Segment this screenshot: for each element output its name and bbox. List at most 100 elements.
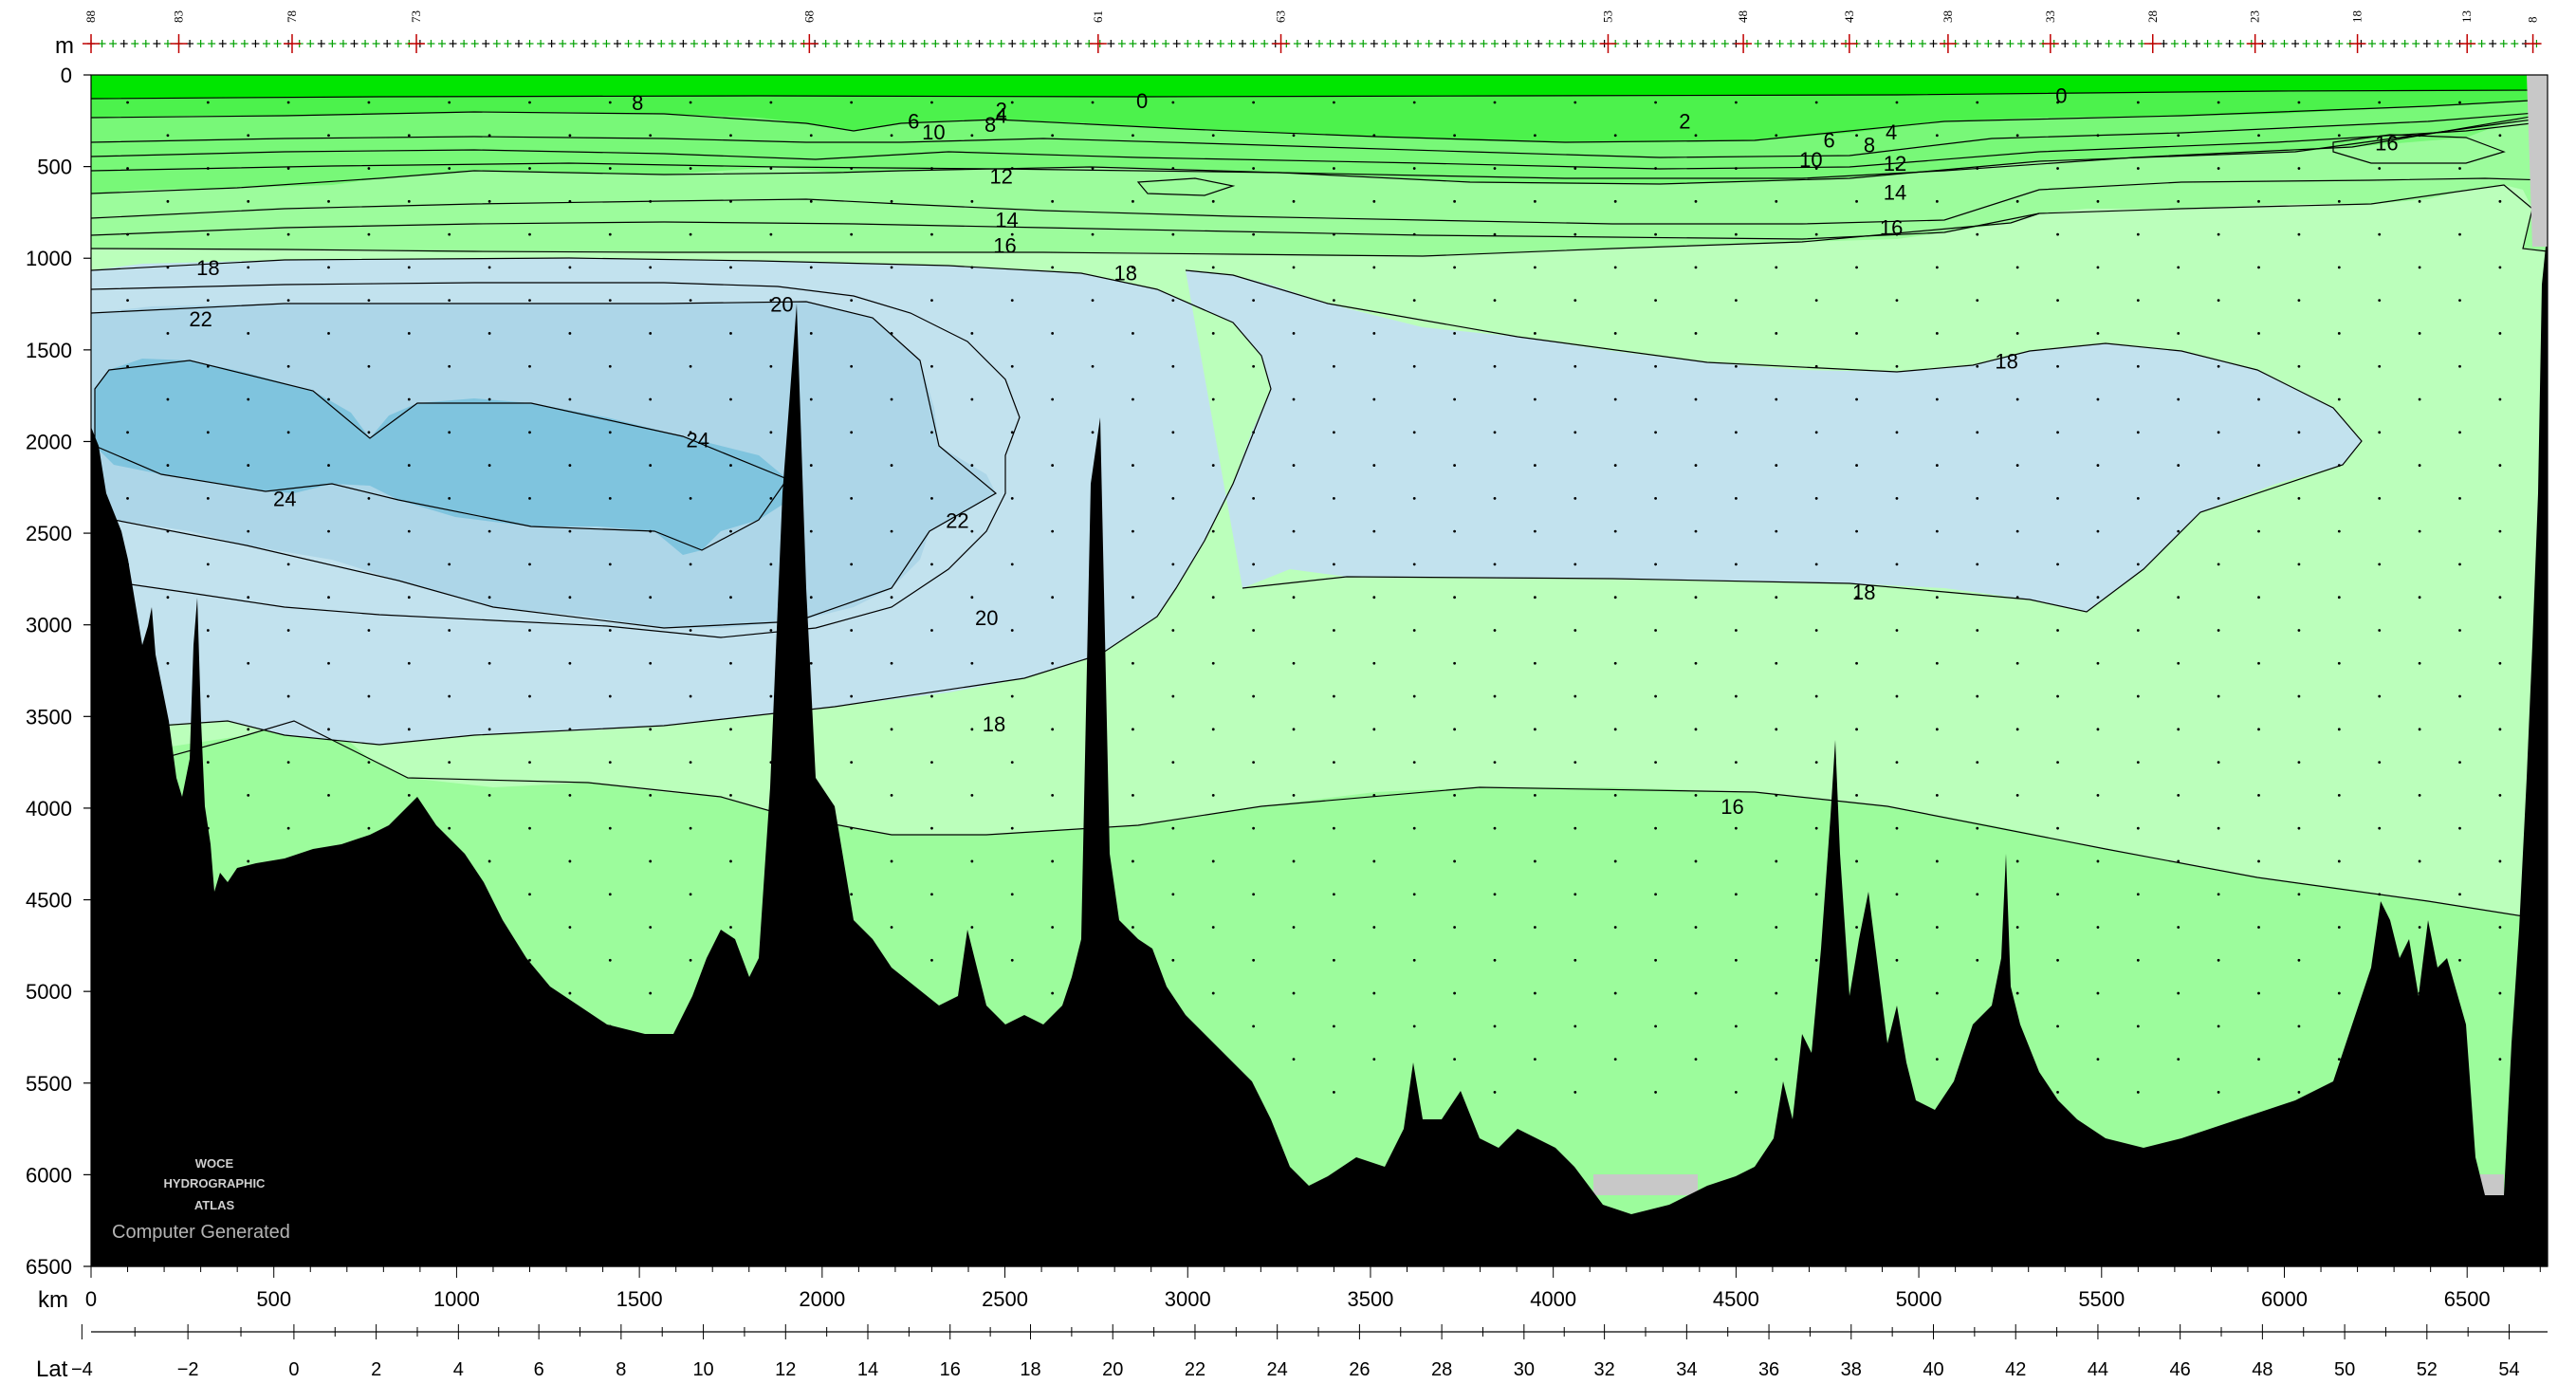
sample-dot — [488, 397, 491, 401]
sample-dot — [1734, 496, 1738, 500]
sample-dot — [166, 661, 170, 665]
sample-dot — [1010, 496, 1014, 500]
sample-dot — [1613, 728, 1617, 731]
sample-dot — [1453, 134, 1457, 138]
sample-dot — [1814, 431, 1818, 434]
sample-dot — [528, 101, 531, 104]
sample-dot — [1292, 332, 1296, 335]
sample-dot — [1694, 859, 1698, 863]
sample-dot — [2337, 793, 2341, 797]
sample-dot — [1132, 529, 1134, 533]
sample-dot — [367, 563, 371, 566]
sample-dot — [608, 364, 612, 368]
sample-dot — [1292, 397, 1296, 401]
sample-dot — [2418, 199, 2421, 203]
sample-dot — [1372, 134, 1376, 138]
sample-dot — [2217, 893, 2220, 896]
sample-dot — [2136, 629, 2140, 632]
watermark-line2: HYDROGRAPHIC — [164, 1176, 267, 1190]
sample-dot — [1372, 926, 1376, 929]
sample-dot — [2177, 661, 2180, 665]
sample-dot — [608, 232, 612, 236]
sample-dot — [286, 694, 290, 698]
sample-dot — [166, 266, 170, 269]
sample-dot — [689, 232, 692, 236]
sample-dot — [2257, 793, 2260, 797]
latitude-tick-label: 18 — [1020, 1359, 1040, 1380]
sample-dot — [1372, 596, 1376, 600]
sample-dot — [1613, 397, 1617, 401]
sample-dot — [2378, 496, 2382, 500]
station-label: 63 — [1274, 10, 1288, 23]
latitude-tick-label: 44 — [2088, 1359, 2108, 1380]
sample-dot — [850, 629, 854, 632]
distance-tick-label: 1500 — [616, 1287, 663, 1311]
sample-dot — [890, 332, 893, 335]
sample-dot — [1292, 728, 1296, 731]
sample-dot — [1372, 397, 1376, 401]
sample-dot — [1252, 431, 1256, 434]
contour-label: 16 — [1880, 215, 1903, 239]
latitude-tick-label: 32 — [1594, 1359, 1615, 1380]
sample-dot — [528, 563, 531, 566]
sample-dot — [2056, 431, 2059, 434]
sample-dot — [2498, 1058, 2502, 1061]
sample-dot — [2136, 232, 2140, 236]
sample-dot — [809, 134, 813, 138]
sample-dot — [1333, 629, 1335, 632]
latitude-tick-label: 20 — [1102, 1359, 1123, 1380]
sample-dot — [769, 101, 773, 104]
sample-dot — [407, 464, 411, 467]
sample-dot — [2136, 1024, 2140, 1028]
sample-dot — [1333, 232, 1335, 236]
sample-dot — [1493, 826, 1497, 830]
sample-dot — [2015, 199, 2019, 203]
contour-label: 8 — [984, 113, 996, 137]
sample-dot — [689, 431, 692, 434]
sample-dot — [890, 926, 893, 929]
sample-dot — [1734, 1024, 1738, 1028]
sample-dot — [649, 926, 653, 929]
sample-dot — [890, 596, 893, 600]
sample-dot — [2498, 134, 2502, 138]
sample-dot — [448, 167, 451, 170]
seafloor — [91, 247, 2548, 1266]
sample-dot — [1775, 793, 1778, 797]
sample-dot — [166, 199, 170, 203]
sample-dot — [1573, 299, 1577, 303]
sample-dot — [2498, 332, 2502, 335]
sample-dot — [2458, 893, 2461, 896]
sample-dot — [528, 826, 531, 830]
sample-dot — [2177, 134, 2180, 138]
sample-dot — [2337, 661, 2341, 665]
depth-tick-label: 1500 — [26, 339, 72, 362]
sample-dot — [1372, 661, 1376, 665]
isoline-12-lens — [1136, 177, 1236, 196]
sample-dot — [568, 596, 572, 600]
isoline-4 — [91, 111, 2548, 158]
sample-dot — [166, 596, 170, 600]
sample-dot — [608, 694, 612, 698]
sample-dot — [1935, 134, 1939, 138]
sample-dot — [608, 826, 612, 830]
sample-dot — [1734, 761, 1738, 765]
sample-dot — [1051, 266, 1055, 269]
sample-dot — [2096, 266, 2100, 269]
sample-dot — [1453, 199, 1457, 203]
sample-dot — [729, 661, 732, 665]
distance-tick-label: 2500 — [982, 1287, 1028, 1311]
sample-dot — [1333, 431, 1335, 434]
sample-dot — [2217, 629, 2220, 632]
sample-dot — [1976, 563, 1979, 566]
sample-dot — [1091, 364, 1095, 368]
sample-dot — [2297, 1024, 2301, 1028]
sample-dot — [1211, 397, 1215, 401]
sample-dot — [2337, 991, 2341, 995]
sample-dot — [1171, 232, 1175, 236]
sample-dot — [2458, 299, 2461, 303]
sample-dot — [2096, 793, 2100, 797]
sample-dot — [1775, 926, 1778, 929]
sample-dot — [890, 464, 893, 467]
sample-dot — [2458, 563, 2461, 566]
sample-dot — [448, 826, 451, 830]
